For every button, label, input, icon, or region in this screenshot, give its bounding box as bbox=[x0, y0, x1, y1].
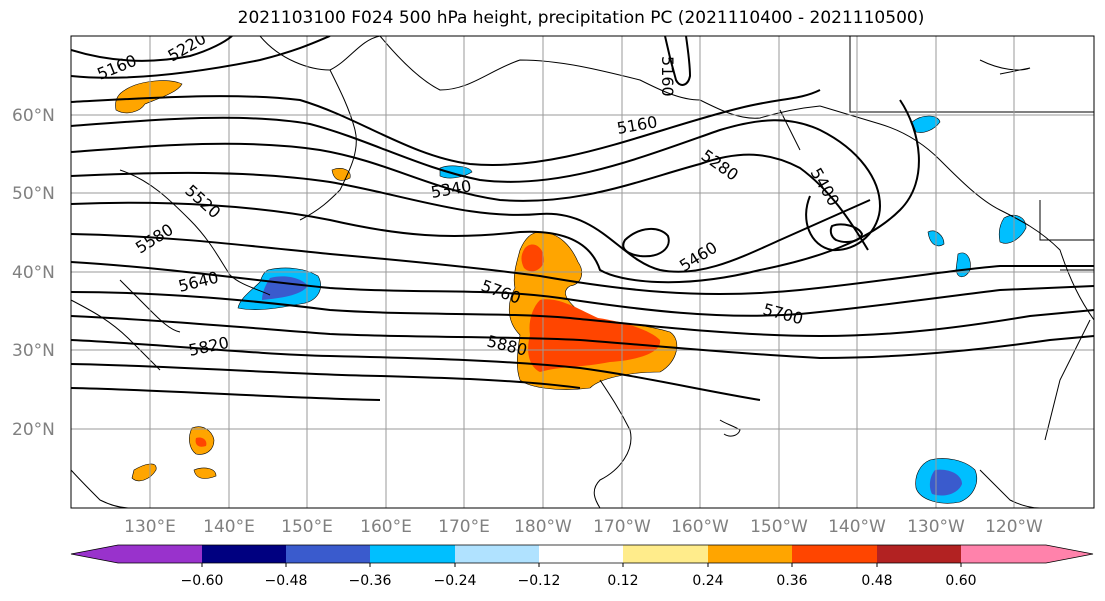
colorbar-tick-label: −0.12 bbox=[518, 573, 561, 589]
map-title: 2021103100 F024 500 hPa height, precipit… bbox=[237, 8, 925, 28]
colorbar-segment bbox=[286, 545, 371, 563]
lon-label: 170°E bbox=[438, 517, 490, 537]
lon-label: 160°E bbox=[360, 517, 412, 537]
precip-neg-ne4 bbox=[955, 252, 971, 278]
colorbar-segment bbox=[455, 545, 540, 563]
coastlines bbox=[71, 36, 1094, 508]
colorbar-tick-label: −0.48 bbox=[265, 573, 308, 589]
precip-pos-s1-core bbox=[195, 437, 207, 447]
colorbar-tick-label: 0.36 bbox=[776, 573, 807, 589]
lat-label: 30°N bbox=[12, 341, 55, 361]
colorbar-segment bbox=[708, 545, 793, 563]
graticule bbox=[71, 36, 1094, 508]
precip-neg-se-core bbox=[929, 469, 962, 496]
lon-label: 170°W bbox=[593, 517, 651, 537]
lon-label: 140°W bbox=[828, 517, 886, 537]
precip-pos-s2 bbox=[193, 467, 217, 479]
lon-label: 160°W bbox=[671, 517, 729, 537]
colorbar-segment bbox=[961, 545, 1047, 563]
colorbar-segment bbox=[539, 545, 624, 563]
lat-labels: 60°N 50°N 40°N 30°N 20°N bbox=[12, 106, 55, 440]
lon-label: 180°W bbox=[514, 517, 572, 537]
colorbar: −0.60 −0.48 −0.36 −0.24 −0.12 0.12 0.24 … bbox=[70, 544, 1094, 589]
height-contours bbox=[71, 36, 1094, 401]
colorbar-extend-low bbox=[71, 545, 118, 563]
colorbar-tick-label: 0.24 bbox=[692, 573, 723, 589]
colorbar-tick-label: 0.60 bbox=[945, 573, 976, 589]
colorbar-tick-label: −0.24 bbox=[434, 573, 477, 589]
colorbar-segment bbox=[202, 545, 287, 563]
lat-label: 20°N bbox=[12, 420, 55, 440]
lon-label: 120°W bbox=[985, 517, 1043, 537]
colorbar-segment bbox=[370, 545, 456, 563]
colorbar-tick-label: −0.36 bbox=[349, 573, 392, 589]
colorbar-segment bbox=[118, 545, 203, 563]
colorbar-extend-high bbox=[1046, 545, 1093, 563]
lon-label: 130°W bbox=[907, 517, 965, 537]
precip-neg-ne1 bbox=[911, 115, 941, 133]
lon-label: 140°E bbox=[203, 517, 255, 537]
lon-labels: 130°E 140°E 150°E 160°E 170°E 180°W 170°… bbox=[124, 517, 1043, 537]
colorbar-segment bbox=[623, 545, 709, 563]
map-frame bbox=[70, 35, 1095, 509]
colorbar-outline bbox=[70, 544, 1094, 564]
lon-label: 150°E bbox=[281, 517, 333, 537]
lat-label: 60°N bbox=[12, 106, 55, 126]
colorbar-tick-label: −0.60 bbox=[181, 573, 224, 589]
colorbar-segment bbox=[877, 545, 962, 563]
precip-high-central-2 bbox=[521, 244, 545, 272]
lat-label: 50°N bbox=[12, 184, 55, 204]
colorbar-tick-label: 0.48 bbox=[861, 573, 892, 589]
lat-label: 40°N bbox=[12, 263, 55, 283]
colorbar-tick-label: 0.12 bbox=[607, 573, 638, 589]
precip-pos-nw bbox=[115, 80, 183, 114]
lon-label: 130°E bbox=[124, 517, 176, 537]
lon-label: 150°W bbox=[750, 517, 808, 537]
contour-label: 5160 bbox=[658, 56, 677, 97]
colorbar-segment bbox=[792, 545, 878, 563]
